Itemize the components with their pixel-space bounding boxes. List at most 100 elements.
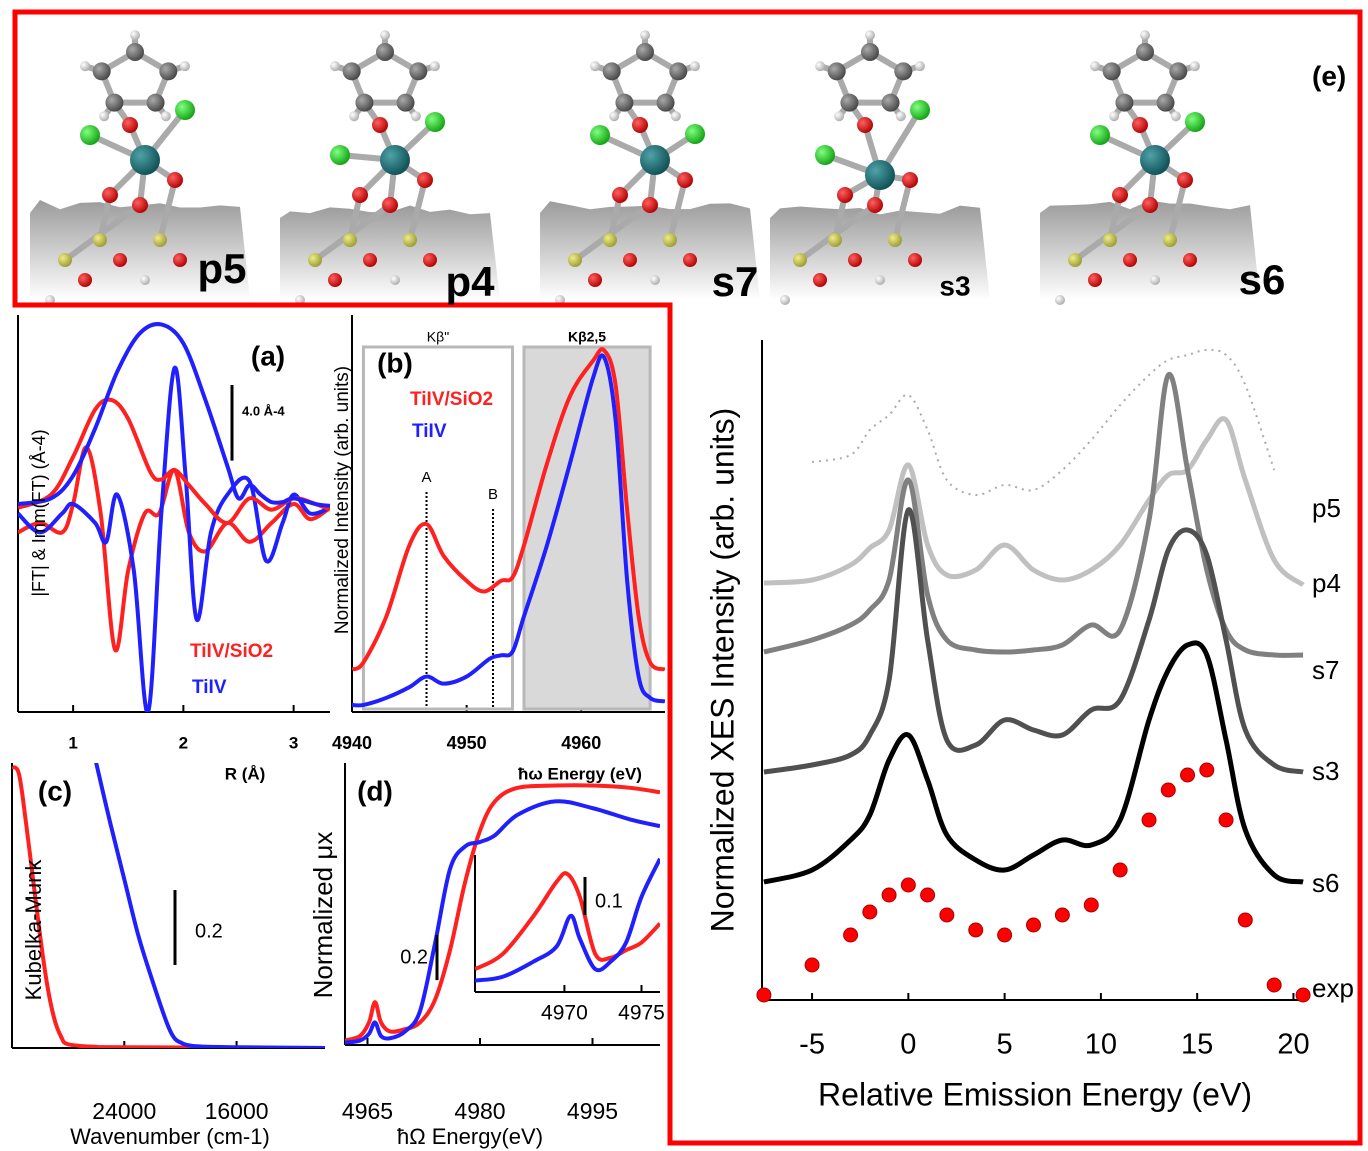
atom-si bbox=[308, 253, 322, 267]
series-line bbox=[18, 445, 330, 653]
scale-bar-label: 0.2 bbox=[195, 920, 223, 942]
atom-si bbox=[153, 233, 167, 247]
atom-cl bbox=[815, 145, 835, 165]
series-line bbox=[763, 416, 1305, 588]
x-axis-label: Relative Emission Energy (eV) bbox=[818, 1076, 1252, 1112]
data-point bbox=[1026, 917, 1041, 933]
atom-ti bbox=[380, 145, 410, 175]
atom-h bbox=[650, 275, 660, 285]
x-tick-label: 16000 bbox=[205, 1098, 269, 1124]
x-tick-label: 4965 bbox=[342, 1098, 393, 1124]
atom-si bbox=[568, 253, 582, 267]
structure-images bbox=[30, 30, 1260, 305]
atom-h bbox=[834, 111, 845, 122]
data-point bbox=[881, 887, 897, 903]
atom-h bbox=[410, 111, 421, 122]
atom-o bbox=[122, 117, 138, 133]
atom-c bbox=[1156, 93, 1175, 112]
atom-h bbox=[349, 111, 360, 122]
legend-label: TiIV/SiO2 bbox=[190, 641, 273, 662]
structure-image bbox=[30, 30, 250, 305]
atom-h bbox=[429, 61, 440, 72]
data-point bbox=[1237, 912, 1253, 928]
atom-si bbox=[1103, 233, 1117, 247]
atom-c bbox=[376, 43, 394, 61]
data-point bbox=[1199, 762, 1215, 778]
atom-cl bbox=[685, 124, 705, 144]
atom-c bbox=[355, 93, 374, 112]
panel-label: (d) bbox=[357, 775, 393, 806]
x-tick-label: 4940 bbox=[332, 733, 372, 753]
atom-h bbox=[1140, 30, 1150, 41]
atom-si bbox=[403, 233, 417, 247]
x-tick-label: 15 bbox=[1181, 1029, 1213, 1061]
x-tick-label: 24000 bbox=[92, 1098, 156, 1124]
atom-o bbox=[352, 187, 368, 203]
atom-h bbox=[875, 275, 885, 285]
atom-h bbox=[815, 61, 826, 72]
atom-c bbox=[861, 43, 879, 61]
atom-o bbox=[588, 273, 602, 287]
atom-si bbox=[603, 233, 617, 247]
series-label: s7 bbox=[1312, 655, 1339, 685]
atom-c bbox=[881, 93, 900, 112]
atom-o bbox=[902, 172, 918, 188]
atom-o bbox=[328, 273, 342, 287]
atom-o bbox=[837, 187, 853, 203]
scale-bar-label: 0.1 bbox=[595, 890, 623, 912]
data-point bbox=[997, 927, 1013, 943]
atom-h bbox=[670, 111, 681, 122]
series-line bbox=[18, 365, 330, 712]
bond bbox=[313, 202, 392, 263]
region-label: Kβ2,5 bbox=[568, 329, 606, 345]
atom-o bbox=[417, 172, 433, 188]
panel-label: (e) bbox=[1312, 60, 1346, 91]
series-label: s6 bbox=[1312, 868, 1339, 898]
annotation-label: A bbox=[422, 469, 432, 486]
atom-h bbox=[1150, 275, 1160, 285]
atom-h bbox=[640, 30, 650, 41]
series-label: exp bbox=[1312, 973, 1354, 1003]
x-tick-label: -5 bbox=[799, 1029, 825, 1061]
structure-label: s6 bbox=[1239, 256, 1286, 303]
atom-si bbox=[663, 233, 677, 247]
atom-o bbox=[382, 197, 398, 213]
atom-c bbox=[1102, 62, 1121, 81]
x-axis-label: ħΩ Energy(eV) bbox=[397, 1124, 543, 1149]
atom-h bbox=[130, 30, 140, 41]
atom-c bbox=[827, 62, 846, 81]
atom-h bbox=[1189, 61, 1200, 72]
atom-h bbox=[1090, 61, 1101, 72]
atom-cl bbox=[590, 125, 610, 145]
atom-o bbox=[612, 187, 628, 203]
data-point bbox=[1295, 987, 1311, 1003]
data-point bbox=[1083, 897, 1099, 913]
data-point bbox=[843, 927, 859, 943]
atom-o bbox=[1088, 273, 1102, 287]
bond bbox=[63, 202, 142, 263]
legend-label: TiIV bbox=[192, 677, 227, 698]
atom-o bbox=[623, 253, 637, 267]
data-point bbox=[862, 904, 878, 920]
atom-cl bbox=[1185, 112, 1205, 132]
scale-bar-label: 4.0 Å-4 bbox=[242, 403, 285, 418]
atom-o bbox=[857, 117, 873, 133]
atom-o bbox=[1132, 117, 1148, 133]
atom-si bbox=[1068, 253, 1082, 267]
series-line bbox=[18, 322, 330, 508]
data-point bbox=[1266, 977, 1282, 993]
atom-c bbox=[602, 62, 621, 81]
atom-h bbox=[390, 275, 400, 285]
data-point bbox=[968, 922, 984, 938]
surface bbox=[1040, 200, 1260, 300]
y-axis-label: Kubelka-Munk bbox=[21, 859, 46, 1001]
bond bbox=[407, 179, 428, 241]
data-point bbox=[1180, 767, 1196, 783]
atom-h bbox=[914, 61, 925, 72]
atom-cl bbox=[425, 112, 445, 132]
atom-cl bbox=[1090, 125, 1110, 145]
atom-c bbox=[92, 62, 111, 81]
atom-ti bbox=[640, 145, 670, 175]
atom-c bbox=[669, 62, 688, 81]
x-tick-label: 1 bbox=[68, 733, 77, 752]
